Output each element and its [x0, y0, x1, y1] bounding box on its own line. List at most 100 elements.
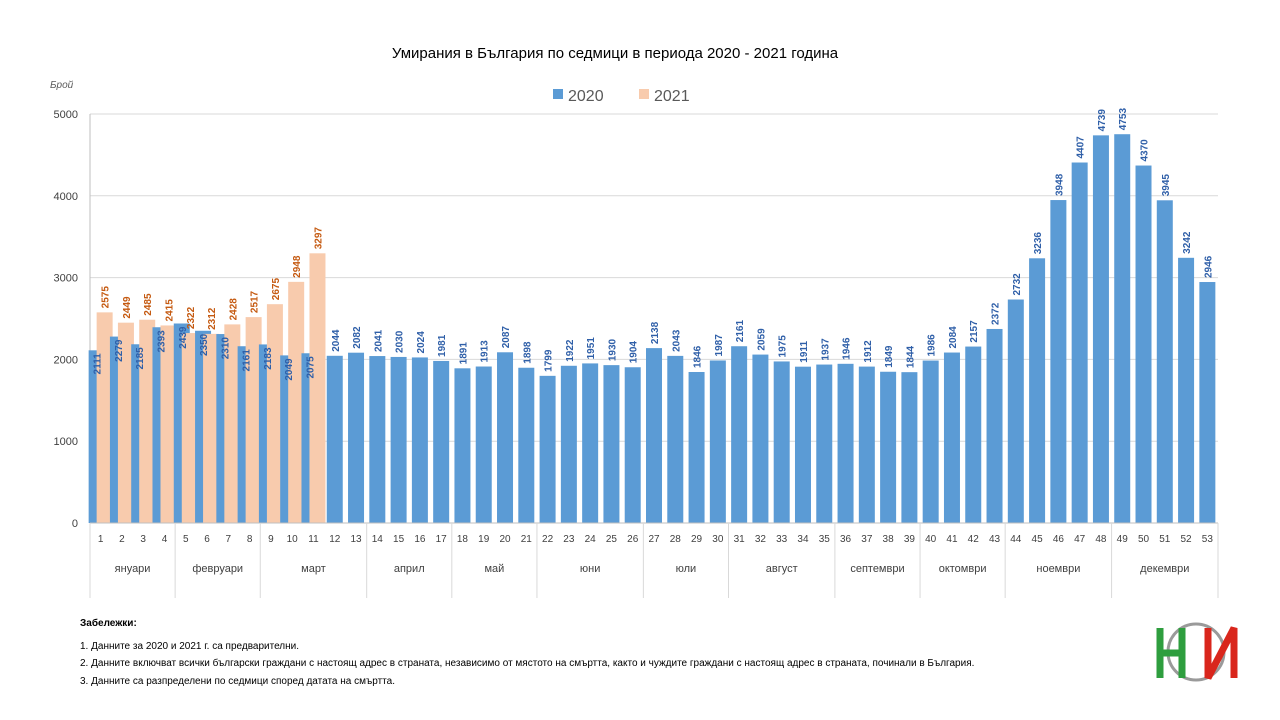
value-label: 2946: [1203, 255, 1214, 278]
value-label: 2312: [207, 307, 218, 330]
value-label: 1844: [905, 345, 916, 368]
value-label: 3242: [1182, 231, 1193, 254]
bar: [433, 360, 450, 523]
x-tick-label: 45: [1032, 534, 1044, 545]
x-tick-label: 7: [226, 534, 232, 545]
x-tick-label: 18: [457, 534, 469, 545]
logo-letter: [1204, 626, 1238, 680]
x-tick-label: 53: [1202, 534, 1214, 545]
bar: [348, 352, 365, 523]
value-label: 2082: [352, 326, 363, 349]
x-tick-label: 23: [563, 534, 575, 545]
y-tick-label: 5000: [54, 109, 78, 121]
bar: [624, 367, 641, 523]
value-label: 2732: [1012, 273, 1023, 296]
y-axis-label: Брой: [50, 80, 74, 91]
x-tick-label: 34: [797, 534, 809, 545]
x-tick-label: 38: [883, 534, 895, 545]
bar: [1007, 299, 1024, 523]
value-label: 1904: [629, 341, 640, 364]
group-label: май: [484, 563, 504, 575]
x-tick-label: 43: [989, 534, 1001, 545]
value-label: 2087: [501, 326, 512, 349]
x-tick-label: 8: [247, 534, 253, 545]
x-tick-label: 28: [670, 534, 682, 545]
bar: [880, 371, 897, 523]
x-tick-label: 21: [521, 534, 533, 545]
value-label: 2161: [242, 349, 253, 372]
bar: [858, 366, 875, 523]
bar: [560, 365, 577, 523]
note: 2. Данните включват всички български гра…: [80, 657, 974, 669]
x-tick-label: 40: [925, 534, 937, 545]
bar: [475, 366, 492, 523]
bar: [1114, 134, 1131, 524]
value-label: 2185: [135, 347, 146, 370]
bar: [1071, 162, 1088, 524]
x-tick-label: 50: [1138, 534, 1150, 545]
x-tick-label: 13: [350, 534, 362, 545]
value-label: 2675: [271, 278, 282, 301]
value-label: 1846: [693, 345, 704, 368]
value-label: 2043: [671, 329, 682, 352]
x-tick-label: 35: [819, 534, 831, 545]
bar: [837, 363, 854, 523]
bar: [117, 322, 134, 523]
bar: [539, 375, 556, 523]
x-tick-label: 22: [542, 534, 554, 545]
group-label: април: [394, 563, 425, 575]
bar: [731, 346, 748, 523]
legend-label: 2020: [568, 88, 604, 105]
value-label: 2044: [331, 329, 342, 352]
x-tick-label: 25: [606, 534, 618, 545]
x-tick-label: 20: [499, 534, 511, 545]
bar: [752, 354, 769, 523]
bar: [224, 324, 241, 523]
bar: [1050, 200, 1067, 524]
bar: [139, 319, 156, 523]
bar: [369, 356, 386, 523]
bar: [390, 356, 407, 523]
chart-title: Умирания в България по седмици в периода…: [392, 45, 839, 62]
bar: [181, 333, 198, 523]
value-label: 1986: [927, 334, 938, 357]
value-label: 4739: [1097, 109, 1108, 132]
x-tick-label: 9: [268, 534, 274, 545]
notes-title: Забележки:: [80, 617, 137, 629]
value-label: 1987: [714, 334, 725, 357]
value-label: 2075: [305, 356, 316, 379]
y-tick-label: 3000: [54, 273, 78, 285]
group-label: януари: [115, 563, 151, 575]
value-label: 1951: [586, 337, 597, 360]
value-label: 1898: [522, 341, 533, 364]
y-tick-label: 2000: [54, 354, 78, 366]
value-label: 1922: [565, 339, 576, 362]
value-label: 1911: [799, 341, 810, 363]
value-label: 1799: [544, 349, 555, 372]
group-label: септември: [850, 563, 904, 575]
x-tick-label: 14: [372, 534, 384, 545]
value-label: 1975: [778, 335, 789, 358]
value-label: 1891: [458, 342, 469, 365]
value-label: 1981: [437, 334, 448, 357]
bar: [1135, 165, 1152, 523]
bar: [773, 361, 790, 523]
bar: [1199, 282, 1216, 523]
x-tick-label: 24: [585, 534, 597, 545]
group-label: февруари: [192, 563, 243, 575]
value-label: 2372: [991, 302, 1002, 325]
legend-swatch: [639, 89, 649, 99]
x-tick-label: 39: [904, 534, 916, 545]
bar: [266, 304, 283, 523]
x-tick-label: 44: [1010, 534, 1022, 545]
notes: Забележки: 1. Данните за 2020 и 2021 г. …: [80, 617, 974, 687]
value-label: 2393: [156, 330, 167, 353]
value-label: 2449: [122, 296, 133, 319]
x-tick-label: 6: [204, 534, 210, 545]
bar: [411, 357, 428, 523]
value-label: 2428: [228, 298, 239, 321]
value-label: 2415: [164, 299, 175, 322]
value-label: 2350: [199, 333, 210, 356]
x-tick-label: 33: [776, 534, 788, 545]
x-tick-label: 41: [946, 534, 958, 545]
